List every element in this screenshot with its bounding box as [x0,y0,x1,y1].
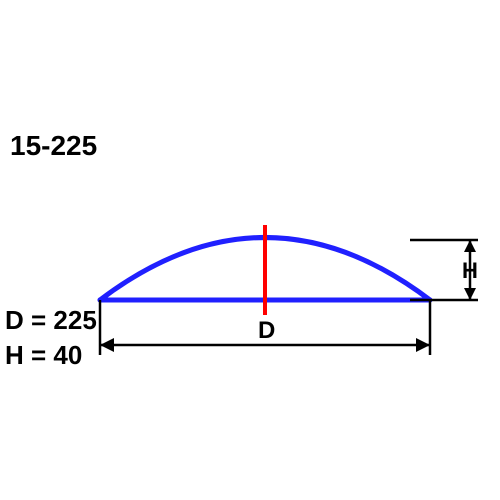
technical-diagram: DH [0,0,500,500]
svg-text:H: H [462,258,478,283]
svg-text:D: D [258,317,275,344]
